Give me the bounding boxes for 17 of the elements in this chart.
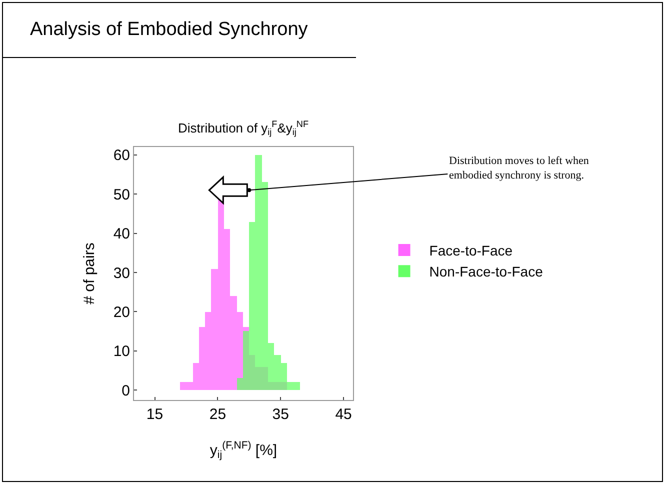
x-axis-title: y$_{ij}$$^{(F,NF)}$ [%]	[210, 440, 278, 462]
legend-label: Face-to-Face	[429, 242, 513, 258]
y-tick-label: 10	[113, 343, 130, 360]
x-tick-label: 25	[209, 406, 226, 423]
x-tick-label: 15	[146, 406, 164, 423]
x-tick-label: 45	[335, 406, 352, 423]
y-axis-title: # of pairs	[81, 242, 98, 304]
y-tick-label: 30	[113, 264, 130, 282]
annotation: Distribution moves to left when embodied synchrony is strong.	[449, 155, 590, 182]
y-tick-label: 50	[113, 186, 130, 204]
y-tick-label: 60	[113, 147, 130, 164]
legend-label: Non-Face-to-Face	[429, 264, 544, 280]
y-tick-label: 20	[113, 304, 130, 321]
chart-title: Analysis of Embodied Synchrony	[30, 19, 308, 40]
y-tick-label: 0	[122, 382, 130, 400]
y-tick-label: 40	[113, 226, 130, 243]
x-tick-label: 35	[272, 406, 289, 423]
